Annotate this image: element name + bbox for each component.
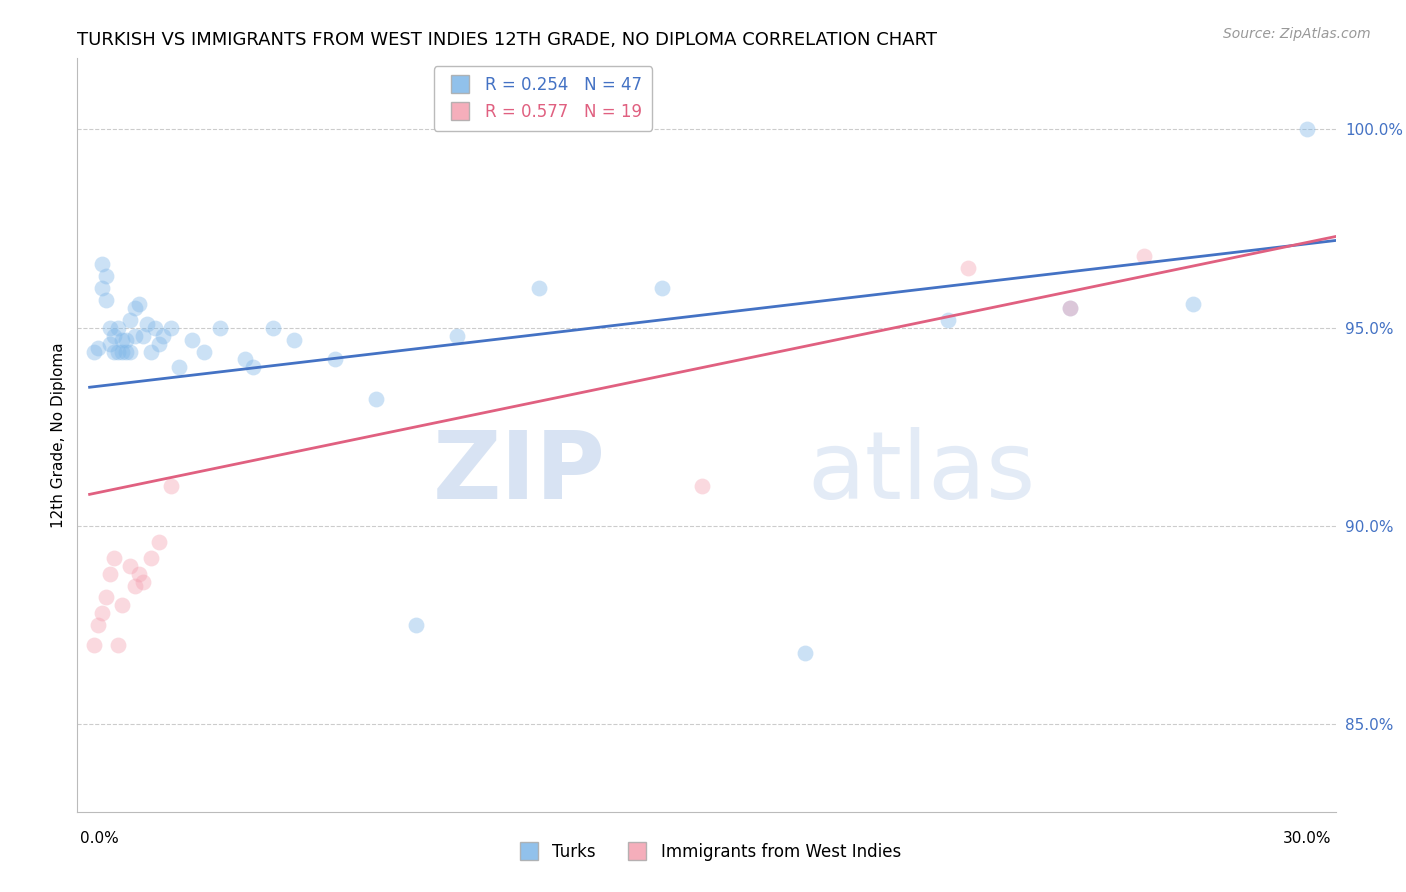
Text: Source: ZipAtlas.com: Source: ZipAtlas.com (1223, 27, 1371, 41)
Point (103, 328, 125, 343)
Point (90, 607, 112, 621)
Point (936, 313, 959, 327)
Point (128, 566, 150, 581)
Point (1296, 122, 1319, 136)
Point (90, 257, 112, 271)
Point (405, 618, 427, 632)
Point (111, 344, 134, 359)
Point (111, 333, 134, 347)
Point (169, 360, 191, 375)
Point (124, 578, 146, 592)
Point (152, 328, 174, 343)
Point (1059, 301, 1081, 315)
Point (128, 297, 150, 311)
Point (98, 336, 121, 351)
Point (1059, 301, 1081, 315)
Point (160, 320, 183, 334)
Point (98, 566, 121, 581)
Y-axis label: 12th Grade, No Diploma: 12th Grade, No Diploma (51, 342, 66, 528)
Point (323, 352, 346, 367)
Point (193, 344, 215, 359)
Point (124, 301, 146, 315)
Point (143, 320, 166, 334)
Point (139, 550, 162, 565)
Point (651, 281, 673, 295)
Point (446, 328, 468, 343)
Point (242, 360, 264, 375)
Point (364, 392, 387, 406)
Point (94, 591, 117, 605)
Point (139, 344, 162, 359)
Point (527, 281, 550, 295)
Point (1181, 297, 1204, 311)
Point (124, 328, 146, 343)
Point (131, 574, 153, 589)
Text: ZIP: ZIP (433, 426, 606, 518)
Point (956, 261, 979, 276)
Point (793, 646, 815, 660)
Point (120, 344, 142, 359)
Point (120, 558, 142, 573)
Point (283, 333, 305, 347)
Point (135, 317, 157, 331)
Point (107, 344, 129, 359)
Point (83, 638, 105, 652)
Point (148, 336, 170, 351)
Point (107, 638, 129, 652)
Point (180, 333, 202, 347)
Point (94, 293, 117, 307)
Point (87, 341, 110, 355)
Point (94, 269, 117, 284)
Point (111, 599, 134, 613)
Point (115, 333, 138, 347)
Point (148, 535, 170, 549)
Point (83, 344, 105, 359)
Point (131, 328, 153, 343)
Text: TURKISH VS IMMIGRANTS FROM WEST INDIES 12TH GRADE, NO DIPLOMA CORRELATION CHART: TURKISH VS IMMIGRANTS FROM WEST INDIES 1… (77, 31, 938, 49)
Point (262, 320, 284, 334)
Point (115, 344, 138, 359)
Text: 30.0%: 30.0% (1284, 831, 1331, 846)
Point (209, 320, 232, 334)
Text: atlas: atlas (807, 426, 1035, 518)
Point (1132, 249, 1154, 263)
Point (103, 550, 125, 565)
Point (98, 320, 121, 334)
Point (90, 281, 112, 295)
Text: 0.0%: 0.0% (80, 831, 120, 846)
Point (103, 344, 125, 359)
Point (160, 479, 183, 493)
Point (233, 352, 256, 367)
Point (87, 618, 110, 632)
Point (107, 320, 129, 334)
Point (120, 313, 142, 327)
Point (692, 479, 714, 493)
Legend: Turks, Immigrants from West Indies: Turks, Immigrants from West Indies (505, 836, 908, 867)
